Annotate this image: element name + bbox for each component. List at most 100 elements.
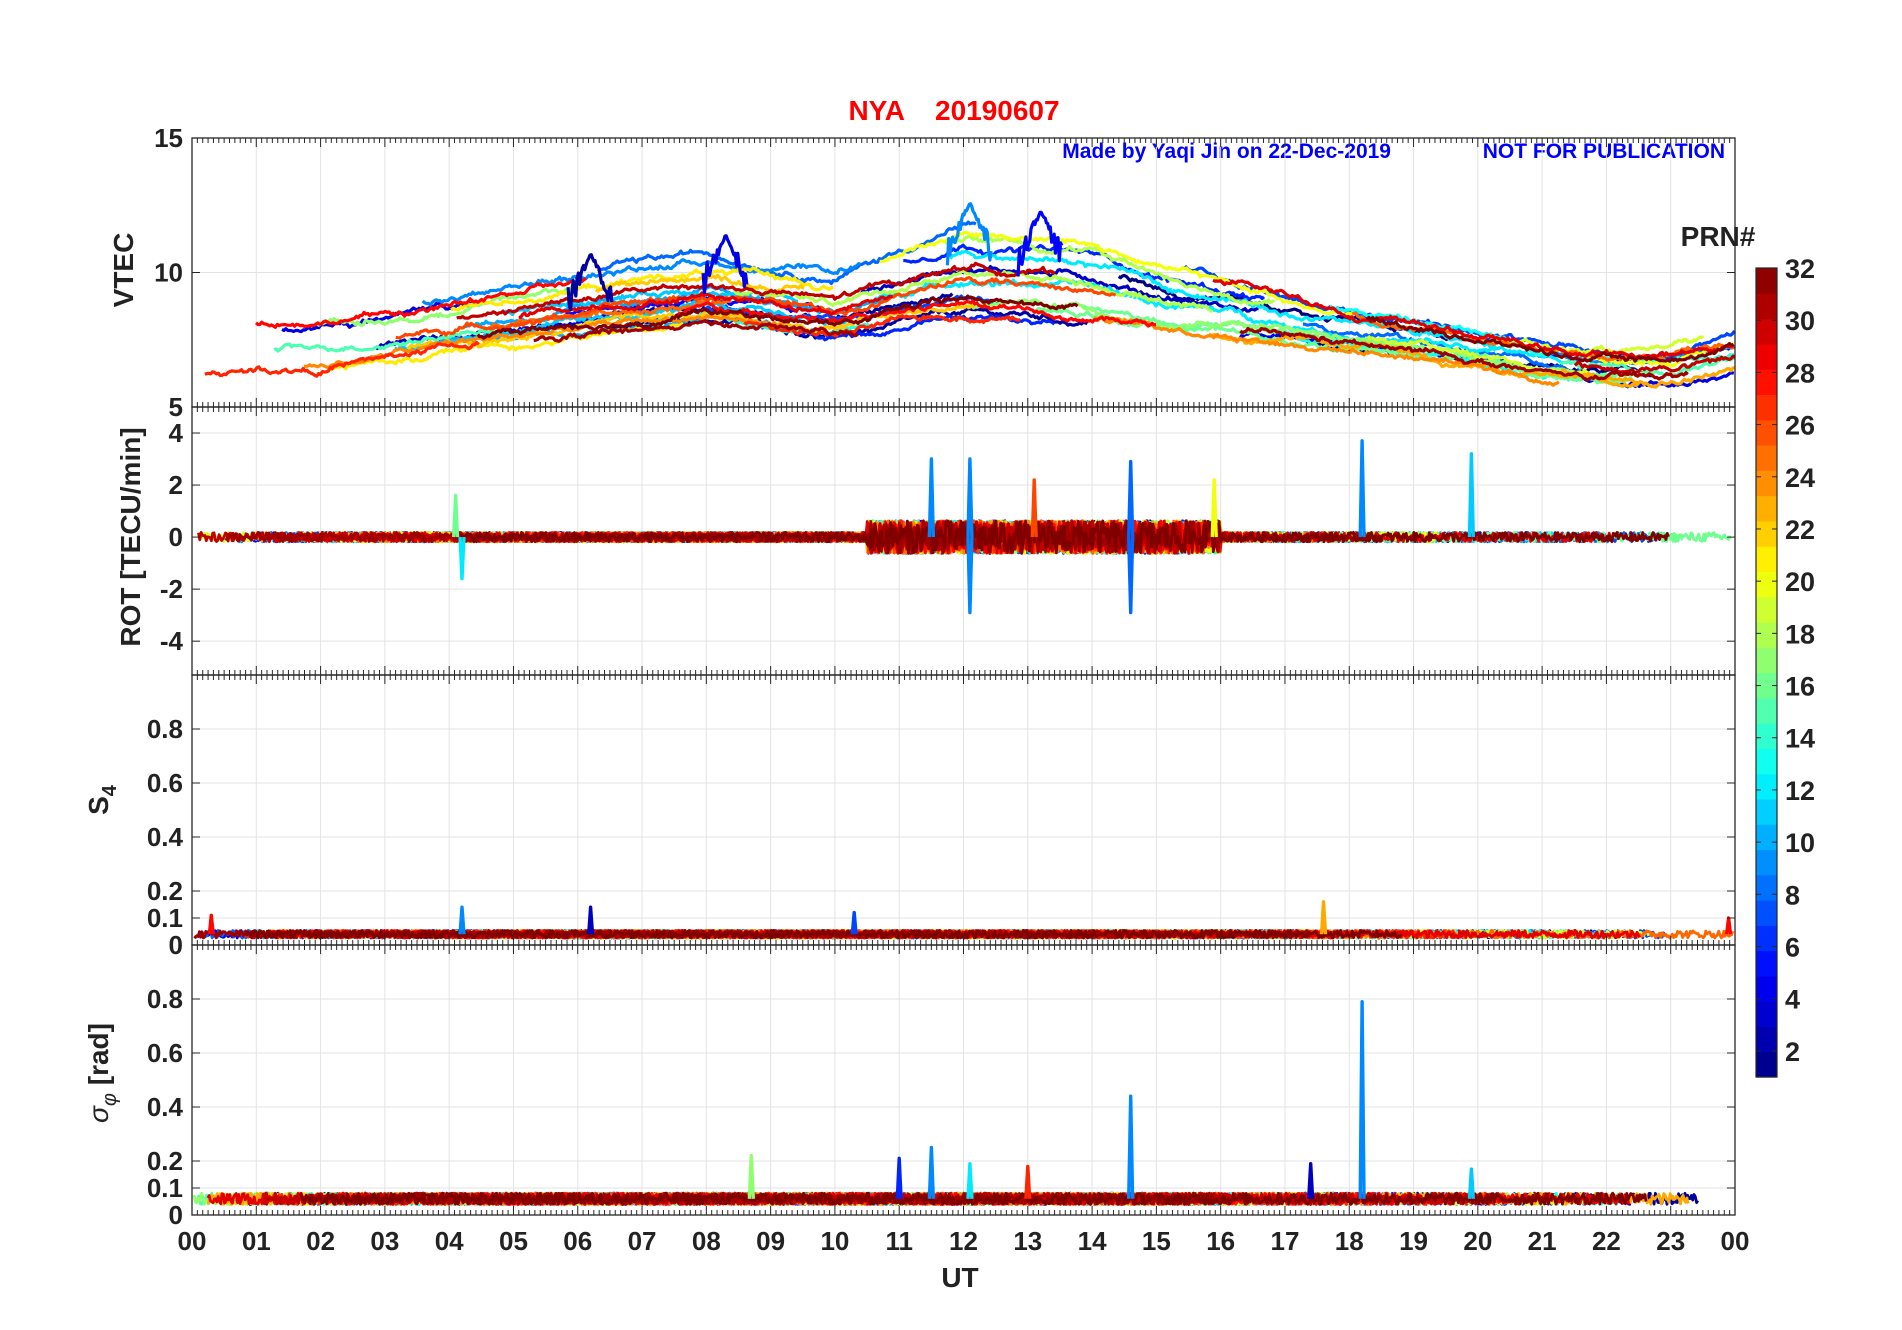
spike-prn-12	[458, 537, 466, 581]
panels-group: 51015-4-202400.10.20.40.60.800.10.20.40.…	[147, 123, 1736, 1230]
colorbar-segment	[1756, 697, 1777, 724]
colorbar-tick-label: 8	[1785, 880, 1800, 910]
vtec-trace-prn-32	[1365, 315, 1735, 363]
colorbar-segment	[1756, 900, 1777, 926]
colorbar-tick-label: 28	[1785, 358, 1815, 388]
colorbar-segment	[1756, 343, 1777, 370]
spike-prn-12	[966, 1161, 974, 1199]
y-axis-label-rot: ROT [TECU/min]	[115, 427, 146, 646]
trace-prn-32	[245, 929, 1403, 940]
y-tick-label: 0.8	[147, 984, 183, 1014]
publication-notice: NOT FOR PUBLICATION	[1483, 140, 1725, 163]
spike-prn-17	[747, 1153, 755, 1199]
x-tick-label: 22	[1592, 1226, 1621, 1256]
colorbar-segment	[1756, 1051, 1777, 1078]
vtec-trace-prn-32	[476, 294, 1079, 340]
x-tick-label: 19	[1399, 1226, 1428, 1256]
x-tick-labels: 00 01 02 03 04 05 06 07 08 09 10 11 12 13 14 15 16 17 18 19…	[178, 1226, 1750, 1256]
chart-title-station: NYA	[848, 95, 905, 126]
vtec-trace-prn-19	[1486, 334, 1705, 356]
colorbar-segment	[1756, 419, 1777, 446]
colorbar-segment	[1756, 571, 1777, 598]
spike-prn-20	[1210, 478, 1218, 538]
panel-3-traces	[192, 1000, 1700, 1206]
colorbar-tick-label: 6	[1785, 933, 1800, 963]
x-tick-label: 03	[370, 1226, 399, 1256]
colorbar-segment	[1756, 925, 1777, 952]
x-axis-label: UT	[941, 1262, 978, 1293]
vtec-trace-prn-29	[1212, 278, 1735, 361]
x-tick-label: 13	[1013, 1226, 1042, 1256]
x-tick-label: 18	[1335, 1226, 1364, 1256]
colorbar-segment	[1756, 369, 1777, 396]
spike-prn-16	[452, 493, 460, 538]
y-axis-label-vtec: VTEC	[108, 233, 139, 308]
colorbar-segment	[1756, 950, 1777, 977]
colorbar-tick-label: 10	[1785, 828, 1815, 858]
x-tick-label: 02	[306, 1226, 335, 1256]
spike-prn-23	[1319, 900, 1328, 935]
panel-2: 00.10.2 0.4 0.6 0.8	[147, 674, 1736, 960]
x-ticks	[191, 138, 1736, 407]
panel-1: -4 -2 0 2 4	[160, 406, 1736, 676]
colorbar-tick-label: 32	[1785, 254, 1815, 284]
colorbar-segment	[1756, 546, 1777, 572]
colorbar-tick-label: 4	[1785, 985, 1800, 1015]
vtec-trace-prn-26	[773, 276, 1117, 316]
colorbar-segment	[1756, 723, 1777, 749]
spike-prn-11	[1467, 1167, 1475, 1199]
colorbar-tick-label: 30	[1785, 306, 1815, 336]
y-tick-label: 0.6	[147, 768, 183, 798]
y-tick-label: 0.4	[147, 822, 184, 852]
x-tick-label: 11	[885, 1226, 913, 1256]
trace-prn-32	[299, 1191, 1648, 1206]
spike-prn-8	[1127, 537, 1135, 615]
spike-prn-3	[587, 905, 595, 935]
x-tick-label: 12	[949, 1226, 978, 1256]
credit-note: Made by Yaqi Jin on 22-Dec-2019	[1062, 140, 1391, 163]
colorbar-segment	[1756, 672, 1777, 699]
colorbar-segment	[1756, 748, 1777, 775]
x-ticks	[191, 675, 1736, 945]
panel-2-traces	[193, 900, 1735, 940]
x-tick-label: 21	[1528, 1226, 1557, 1256]
y-tick-label: 0.2	[147, 1146, 183, 1176]
spike-prn-8	[1127, 459, 1135, 538]
x-tick-label: 15	[1142, 1226, 1171, 1256]
colorbar-segment	[1756, 596, 1777, 623]
y-tick-label: 0.2	[147, 876, 183, 906]
colorbar-segment	[1756, 495, 1777, 522]
trace-prn-32	[459, 519, 1670, 555]
y-tick-label: 2	[169, 470, 183, 500]
colorbar-segment	[1756, 798, 1777, 825]
vtec-trace-prn-18	[944, 234, 1276, 306]
x-tick-label: 23	[1656, 1226, 1685, 1256]
spike-prn-9	[1127, 1094, 1135, 1199]
spike-prn-9	[927, 457, 935, 538]
spike-prn-28	[207, 913, 215, 935]
vtec-trace-prn-23	[1207, 332, 1640, 385]
spike-prn-9	[927, 1145, 935, 1199]
vtec-trace-prn-8	[1302, 322, 1581, 376]
x-tick-label: 04	[435, 1226, 464, 1256]
spike-prn-26	[1030, 478, 1038, 538]
vtec-trace-prn-27	[204, 341, 480, 378]
y-tick-label: 0	[169, 1200, 183, 1230]
colorbar-segment	[1756, 824, 1777, 851]
colorbar-segment	[1756, 318, 1777, 345]
x-tick-label: 14	[1078, 1226, 1107, 1256]
colorbar-tick-label: 24	[1785, 463, 1815, 493]
spike-prn-7	[850, 910, 858, 935]
y-tick-label: 0.8	[147, 714, 183, 744]
panel-1-traces	[197, 439, 1732, 615]
y-tick-label: 0.6	[147, 1038, 183, 1068]
x-tick-label: 08	[692, 1226, 721, 1256]
spike-prn-9	[966, 457, 974, 538]
panel-0-traces	[204, 202, 1736, 389]
spike-prn-9	[966, 537, 974, 615]
vtec-trace-prn-31	[1239, 326, 1689, 382]
spike-prn-3	[1307, 1161, 1315, 1199]
colorbar-segment	[1756, 874, 1777, 901]
y-tick-label: 10	[154, 258, 183, 288]
